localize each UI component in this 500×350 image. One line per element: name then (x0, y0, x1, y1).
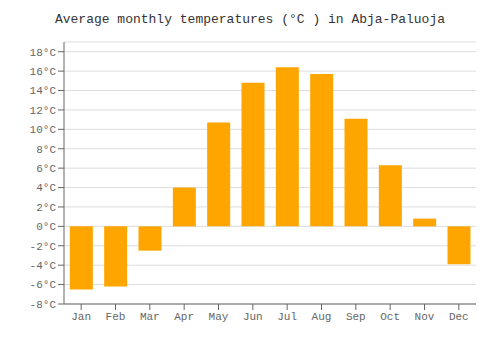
svg-text:Jan: Jan (71, 311, 91, 323)
svg-text:10°C: 10°C (30, 124, 57, 136)
svg-text:2°C: 2°C (36, 202, 56, 214)
svg-text:May: May (209, 311, 229, 323)
svg-text:16°C: 16°C (30, 66, 57, 78)
html-text:Average monthly temperatures (: Average monthly temperatures (°C ) in Ab… (55, 12, 445, 27)
svg-text:18°C: 18°C (30, 47, 57, 59)
svg-text:Dec: Dec (449, 311, 469, 323)
svg-text:Oct: Oct (380, 311, 400, 323)
svg-text:Apr: Apr (174, 311, 194, 323)
svg-text:-2°C: -2°C (30, 241, 57, 253)
svg-text:Jul: Jul (277, 311, 297, 323)
svg-text:14°C: 14°C (30, 85, 57, 97)
svg-text:12°C: 12°C (30, 105, 57, 117)
svg-text:4°C: 4°C (36, 182, 56, 194)
svg-text:Mar: Mar (140, 311, 160, 323)
svg-text:Sep: Sep (346, 311, 366, 323)
svg-text:Jun: Jun (243, 311, 263, 323)
svg-text:6°C: 6°C (36, 163, 56, 175)
svg-text:0°C: 0°C (36, 221, 56, 233)
svg-text:-4°C: -4°C (30, 260, 57, 272)
svg-text:8°C: 8°C (36, 144, 56, 156)
svg-text:-8°C: -8°C (30, 299, 57, 311)
svg-text:Nov: Nov (415, 311, 435, 323)
svg-text:Aug: Aug (312, 311, 332, 323)
svg-text:-6°C: -6°C (30, 279, 57, 291)
svg-text:Feb: Feb (106, 311, 126, 323)
